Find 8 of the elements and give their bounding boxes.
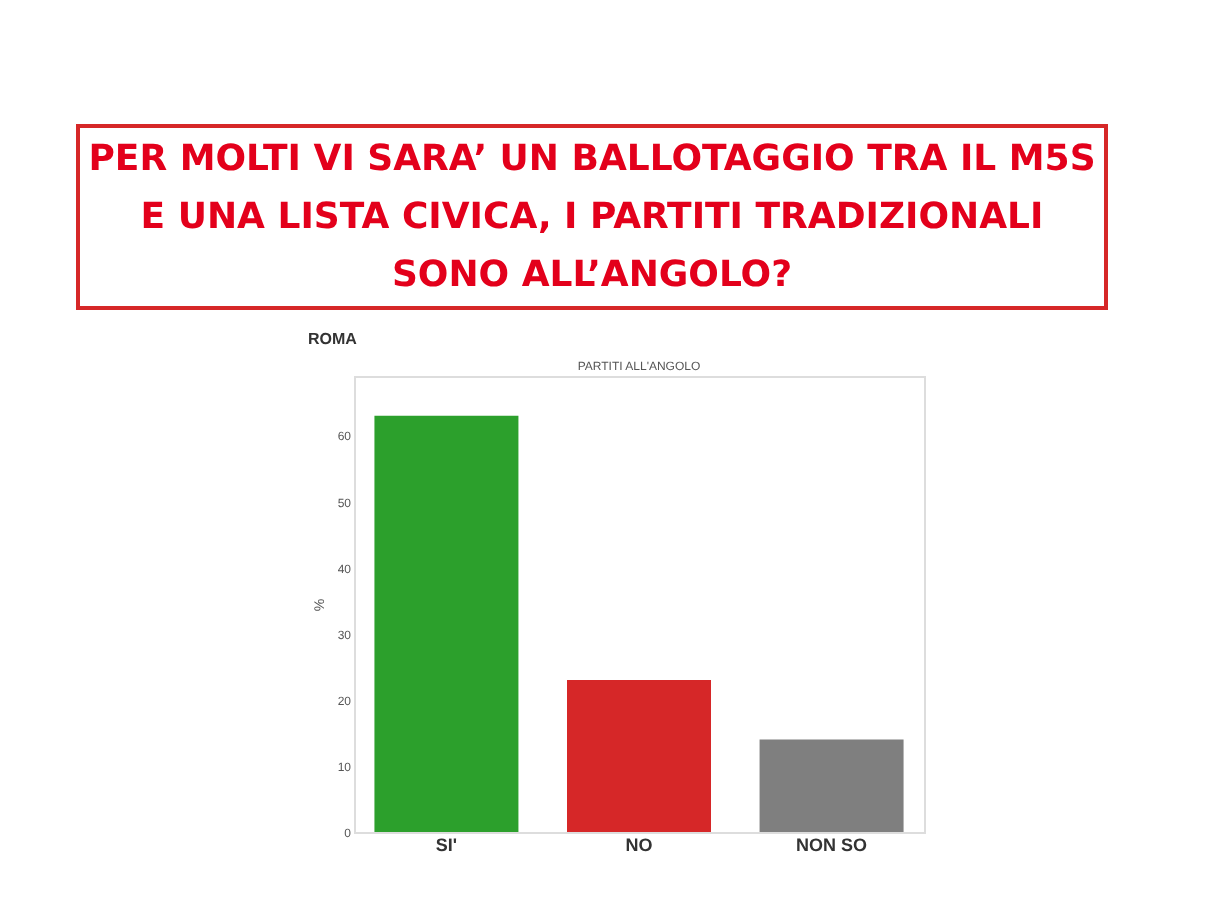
x-tick-label: SI'	[435, 835, 458, 855]
bar	[759, 739, 904, 832]
bar	[567, 680, 711, 832]
x-tick-label: NO	[625, 835, 653, 855]
bar	[374, 415, 519, 832]
chart-title: PER MOLTI VI SARA’ UN BALLOTAGGIO TRA IL M5S E UNA LISTA CIVICA, I PARTITI TRADIZIONALI SONO ALL’ANGOLO?	[76, 124, 1108, 310]
chart-subtitle: ROMA	[308, 330, 357, 350]
x-tick-label: NON SO	[796, 835, 868, 855]
